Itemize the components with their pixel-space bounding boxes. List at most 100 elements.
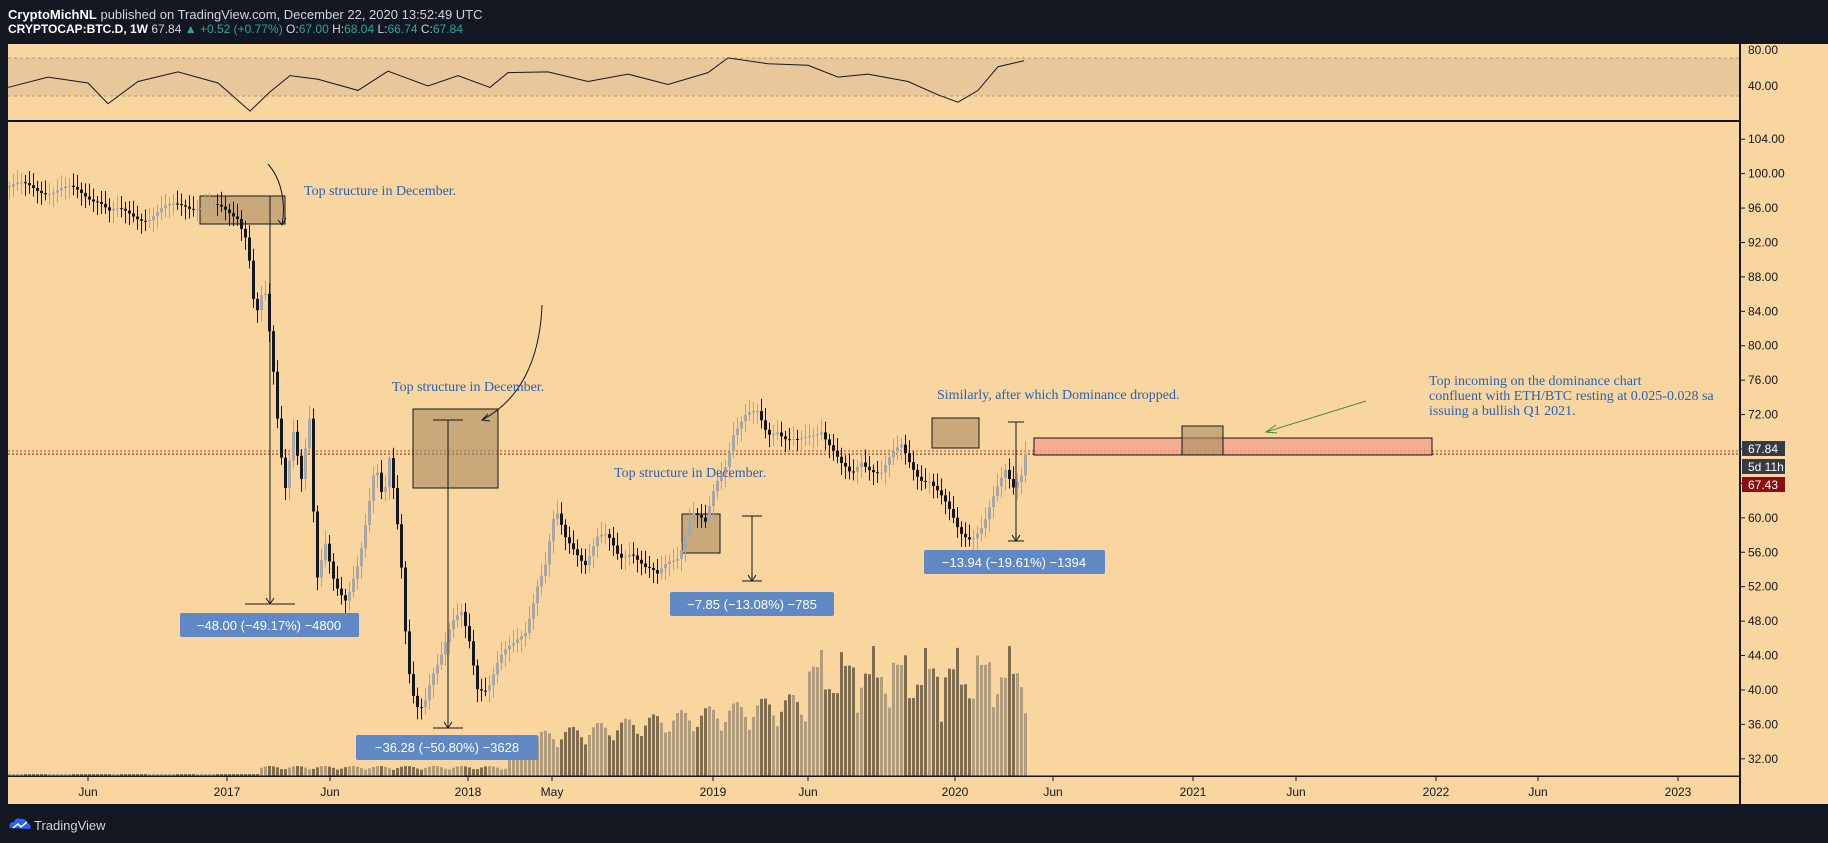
annotation-1[interactable]: Top structure in December. (304, 184, 456, 199)
volume-bar (796, 702, 799, 776)
candle-body (364, 525, 367, 549)
volume-bar (208, 774, 211, 776)
candle-body (792, 438, 795, 440)
top-box-2019[interactable] (931, 417, 980, 449)
candle-body (136, 216, 139, 220)
volume-bar (1008, 646, 1011, 776)
high-label: H: (332, 22, 345, 36)
candle-body (628, 554, 631, 557)
volume-bar (100, 774, 103, 776)
volume-bar (972, 698, 975, 776)
volume-bar (396, 768, 399, 776)
candle-body (576, 549, 579, 556)
candle-body (528, 618, 531, 634)
symbol-label[interactable]: CRYPTOCAP:BTC.D, 1W (8, 22, 149, 36)
candle-body (868, 466, 871, 471)
time-axis[interactable] (8, 777, 1739, 804)
tradingview-logo-icon[interactable] (8, 816, 32, 834)
candle-body (464, 611, 467, 627)
measure-label-4[interactable]: −13.94 (−19.61%) −1394 (942, 555, 1086, 570)
volume-bar (368, 768, 371, 776)
annotation-5-line-2[interactable]: confluent with ETH/BTC resting at 0.025-… (1429, 389, 1714, 404)
y-tick-label: 56.00 (1748, 545, 1778, 559)
candle-body (928, 481, 931, 483)
candle-body (96, 201, 99, 203)
candle-body (932, 481, 935, 486)
candle-body (184, 205, 187, 207)
volume-bar (892, 662, 895, 776)
volume-bar (680, 710, 683, 776)
volume-bar (684, 712, 687, 776)
volume-bar (228, 774, 231, 776)
volume-bar (572, 726, 575, 776)
annotation-3[interactable]: Top structure in December. (614, 466, 766, 481)
price-axis[interactable] (1741, 44, 1828, 804)
candle-body (660, 568, 663, 574)
volume-bar (836, 693, 839, 776)
volume-bar (988, 662, 991, 776)
candle-body (976, 533, 979, 539)
volume-bar (816, 667, 819, 776)
volume-bar (268, 766, 271, 776)
annotation-5-line-1[interactable]: Top incoming on the dominance chart (1429, 374, 1642, 389)
top-box-2017[interactable] (412, 408, 499, 489)
volume-bar (344, 767, 347, 776)
volume-bar (300, 766, 303, 776)
volume-bar (584, 744, 587, 776)
volume-bar (468, 767, 471, 776)
candle-body (624, 556, 627, 558)
volume-bar (932, 668, 935, 776)
volume-bar (452, 767, 455, 776)
volume-bar (948, 668, 951, 776)
volume-bar (488, 766, 491, 776)
volume-bar (384, 766, 387, 776)
volume-bar (1004, 677, 1007, 776)
volume-bar (540, 731, 543, 776)
candle-body (752, 411, 755, 413)
volume-bar (596, 723, 599, 776)
annotation-4[interactable]: Similarly, after which Dominance dropped… (937, 388, 1179, 403)
annotation-2[interactable]: Top structure in December. (392, 380, 544, 395)
tradingview-brand[interactable]: TradingView (34, 818, 106, 833)
measure-label-bg (180, 613, 359, 637)
volume-bar (808, 671, 811, 776)
y-tick-label: 80.00 (1748, 339, 1778, 353)
candle-body (12, 184, 15, 187)
candle-body (488, 685, 491, 691)
volume-bar (840, 652, 843, 776)
candle-body (348, 591, 351, 601)
volume-bar (564, 731, 567, 776)
candle-body (644, 563, 647, 568)
volume-bar (132, 774, 135, 776)
candle-body (536, 586, 539, 604)
volume-bar (548, 733, 551, 776)
measure-label-3[interactable]: −7.85 (−13.08%) −785 (687, 597, 817, 612)
candle-body (864, 462, 867, 467)
measure-label-1[interactable]: −48.00 (−49.17%) −4800 (197, 618, 341, 633)
volume-bar (764, 698, 767, 776)
x-tick-label: Jun (78, 785, 97, 799)
resistance-zone[interactable] (1033, 437, 1433, 456)
volume-bar (788, 694, 791, 776)
volume-bar (736, 702, 739, 776)
target-box[interactable] (1181, 425, 1224, 456)
x-axis-ticks: Jun 2017 Jun 2018 May 2019 Jun 2020 Jun 2021 Jun 20… (78, 776, 1692, 799)
author-name[interactable]: CryptoMichNL (8, 7, 97, 22)
candle-body (680, 550, 683, 559)
volume-bar (992, 707, 995, 776)
volume-bar (848, 665, 851, 776)
candle-body (448, 629, 451, 643)
measure-label-2[interactable]: −36.28 (−50.80%) −3628 (375, 740, 519, 755)
candle-body (44, 193, 47, 195)
candle-body (468, 626, 471, 642)
volume-bar (416, 768, 419, 776)
candle-body (964, 533, 967, 538)
candle-body (544, 564, 547, 576)
last-price: 67.84 (151, 22, 182, 36)
candle-body (812, 435, 815, 437)
volume-bar (860, 687, 863, 776)
candle-body (804, 436, 807, 439)
annotation-5-line-3[interactable]: issuing a bullish Q1 2021. (1429, 404, 1576, 419)
candle-body (552, 519, 555, 542)
